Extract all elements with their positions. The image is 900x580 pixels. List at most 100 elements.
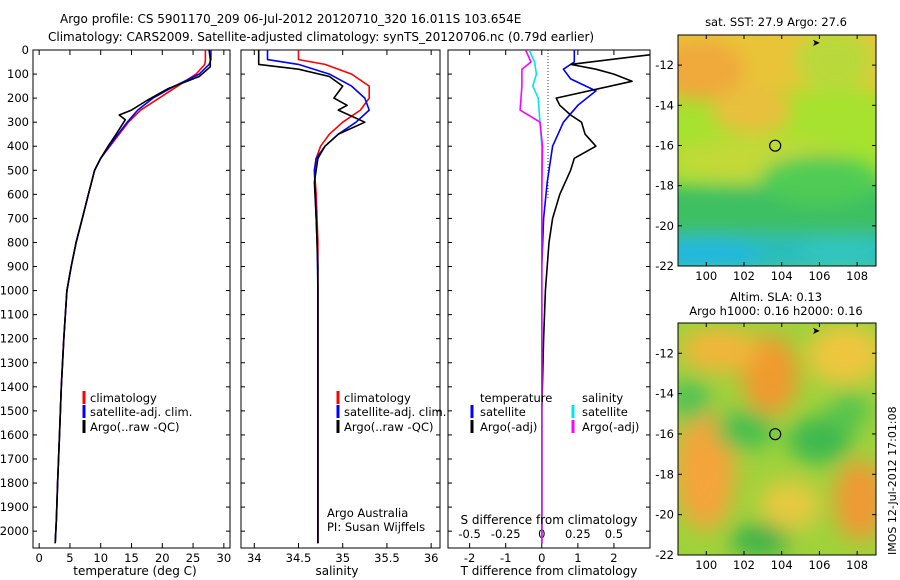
salinity-panel — [240, 49, 441, 549]
series-line-argo-raw-qc — [54, 50, 212, 544]
y-tick-label: 1600 — [0, 428, 29, 442]
difference-axes: -2 -1 0 1 2-0.5 -0.25 0 0.25 0.5 — [448, 49, 650, 565]
credit-line-1: Argo Australia — [327, 506, 408, 520]
x2-tick-label: 0.25 — [565, 527, 591, 541]
y-tick-label: 400 — [7, 139, 29, 153]
legend-label-climatology: climatology — [344, 391, 411, 405]
series-line-satellite-adj-clim — [54, 50, 212, 544]
map-x-tick-label: 108 — [846, 558, 868, 572]
map-x-tick-label: 108 — [846, 269, 868, 283]
map-x-tick-label: 102 — [733, 269, 755, 283]
x-tick-label: 0 — [538, 551, 545, 565]
series-line-climatology — [54, 50, 207, 544]
y-tick-label: 1100 — [0, 308, 29, 322]
sla-map-title: Altim. SLA: 0.13 — [730, 290, 822, 304]
difference-lines — [519, 50, 650, 544]
temperature-axes: 0 5 10 15 20 25 300100200300400500600700800900… — [0, 43, 231, 565]
current-arrow-icon: ➤ — [812, 326, 820, 337]
map-x-tick-label: 106 — [808, 558, 830, 572]
legend-label-climatology: climatology — [90, 391, 157, 405]
x-tick-label: 1 — [574, 551, 581, 565]
map-y-tick-label: -20 — [655, 219, 674, 233]
header-line-2: Climatology: CARS2009. Satellite-adjuste… — [48, 30, 594, 44]
temperature-lines — [54, 50, 212, 544]
map-x-tick-label: 102 — [733, 558, 755, 572]
y-tick-label: 800 — [7, 235, 29, 249]
x-tick-label: 0 — [35, 551, 42, 565]
x-tick-label: 25 — [186, 551, 201, 565]
difference-panel — [447, 49, 651, 549]
legend-heading-temperature: temperature — [480, 391, 552, 405]
map-x-tick-label: 104 — [771, 269, 793, 283]
map-y-tick-label: -22 — [655, 259, 674, 273]
sst-map-title: sat. SST: 27.9 Argo: 27.6 — [705, 15, 847, 29]
sla-map-frame — [677, 322, 877, 556]
y-tick-label: 1200 — [0, 332, 29, 346]
map-y-tick-label: -12 — [655, 346, 674, 360]
y-tick-label: 1700 — [0, 452, 29, 466]
legend-label-argo: Argo(..raw -QC) — [344, 420, 434, 434]
map-x-tick-label: 104 — [771, 558, 793, 572]
temperature-xlabel: temperature (deg C) — [73, 564, 196, 578]
y-tick-label: 700 — [7, 211, 29, 225]
series-line-temperature-argo-adj — [540, 54, 650, 544]
y-tick-label: 500 — [7, 163, 29, 177]
map-y-tick-label: -14 — [655, 387, 674, 401]
legend-label-argo: Argo(..raw -QC) — [90, 420, 180, 434]
x2-tick-label: -0.25 — [491, 527, 521, 541]
map-y-tick-label: -16 — [655, 138, 674, 152]
y-tick-label: 1500 — [0, 404, 29, 418]
map-y-tick-label: -22 — [655, 548, 674, 562]
y-tick-label: 200 — [7, 91, 29, 105]
sla-map-axes: 100 102 104 106 108 -12 -14 -16 -18 -20 -22 — [655, 323, 876, 572]
salinity-axes: 34 34.5 35 35.5 36 — [241, 49, 440, 565]
argo-location-marker — [769, 139, 782, 152]
sst-map-axes: 100 102 104 106 108 -12 -14 -16 -18 -20 -22 — [655, 35, 876, 283]
legend-label-t-argo: Argo(-adj) — [480, 420, 537, 434]
map-y-tick-label: -16 — [655, 427, 674, 441]
sst-heatmap — [678, 35, 876, 266]
x-tick-label: 10 — [93, 551, 108, 565]
map-x-tick-label: 106 — [808, 269, 830, 283]
y-tick-label: 1800 — [0, 476, 29, 490]
x-tick-label: 35.5 — [374, 551, 400, 565]
map-y-tick-label: -18 — [655, 179, 674, 193]
y-tick-label: 2000 — [0, 524, 29, 538]
difference-xlabel: T difference from climatology — [460, 564, 638, 578]
x-tick-label: 36 — [424, 551, 439, 565]
x-tick-label: 15 — [124, 551, 139, 565]
x-tick-label: 30 — [217, 551, 232, 565]
y-tick-label: 1000 — [0, 284, 29, 298]
sla-map-subtitle: Argo h1000: 0.16 h2000: 0.16 — [689, 304, 862, 318]
x-tick-label: 5 — [66, 551, 73, 565]
legend-heading-salinity: salinity — [582, 391, 623, 405]
header-line-1: Argo profile: CS 5901170_209 06-Jul-2012… — [60, 12, 521, 26]
x-tick-label: -1 — [500, 551, 511, 565]
legend-label-s-argo: Argo(-adj) — [582, 420, 639, 434]
y-tick-label: 600 — [7, 187, 29, 201]
legend-label-s-satellite: satellite — [582, 405, 628, 419]
y-tick-label: 100 — [7, 67, 29, 81]
y-tick-label: 900 — [7, 260, 29, 274]
x-tick-label: -2 — [464, 551, 475, 565]
y-tick-label: 300 — [7, 115, 29, 129]
x-tick-label: 35 — [335, 551, 350, 565]
series-line-salinity-argo-adj — [519, 50, 544, 544]
temperature-legend: climatology satellite-adj. clim. Argo(..… — [82, 391, 192, 434]
argo-location-marker — [769, 428, 782, 441]
map-y-tick-label: -14 — [655, 98, 674, 112]
x2-tick-label: 0.5 — [605, 527, 623, 541]
y-tick-label: 0 — [22, 43, 29, 57]
x-tick-label: 2 — [610, 551, 617, 565]
map-y-tick-label: -12 — [655, 58, 674, 72]
map-x-tick-label: 100 — [695, 269, 717, 283]
temperature-panel — [32, 49, 231, 549]
difference-x2label: S difference from climatology — [461, 513, 638, 527]
x-tick-label: 34.5 — [286, 551, 312, 565]
salinity-legend: climatology satellite-adj. clim. Argo(..… — [336, 391, 446, 434]
map-y-tick-label: -20 — [655, 508, 674, 522]
legend-label-satellite: satellite-adj. clim. — [344, 405, 446, 419]
footer-timestamp: IMOS 12-Jul-2012 17:01:08 — [886, 406, 899, 555]
map-x-tick-label: 100 — [695, 558, 717, 572]
